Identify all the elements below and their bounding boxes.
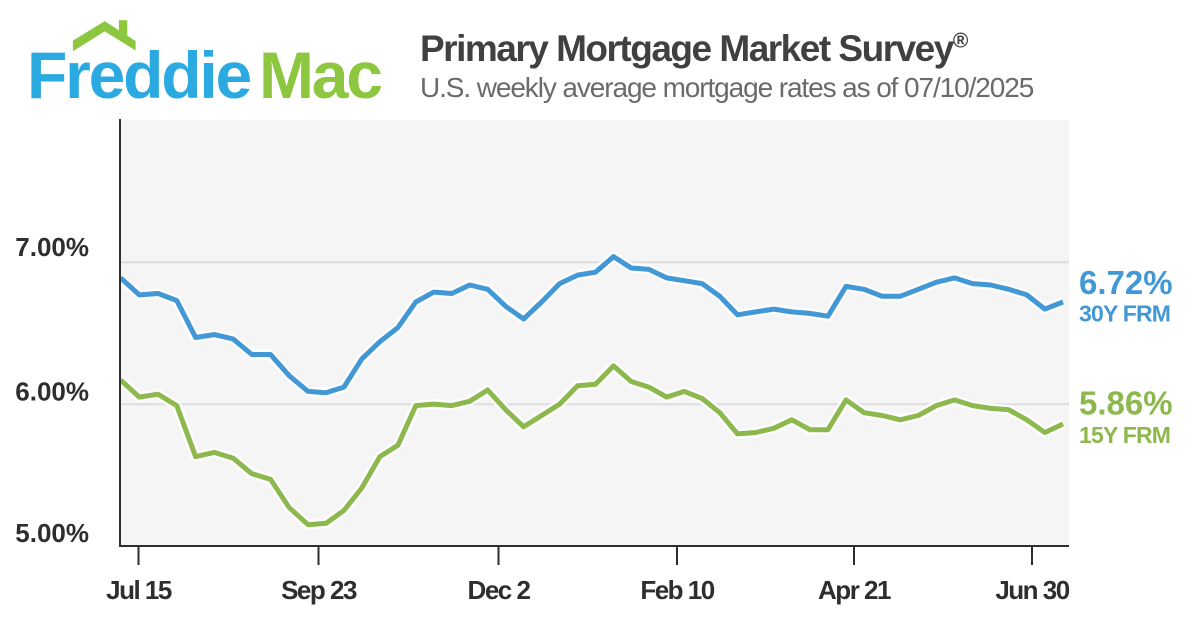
svg-text:Dec 2: Dec 2 <box>468 575 531 605</box>
svg-text:Apr 21: Apr 21 <box>818 575 891 605</box>
svg-text:6.72%: 6.72% <box>1079 264 1173 301</box>
svg-text:7.00%: 7.00% <box>15 232 89 262</box>
svg-text:Jul 15: Jul 15 <box>106 575 172 605</box>
svg-text:15Y FRM: 15Y FRM <box>1079 422 1170 448</box>
svg-text:Sep 23: Sep 23 <box>281 575 357 605</box>
svg-text:Feb 10: Feb 10 <box>640 575 714 605</box>
svg-text:Jun 30: Jun 30 <box>995 575 1069 605</box>
svg-text:6.00%: 6.00% <box>15 377 89 407</box>
svg-text:5.00%: 5.00% <box>15 518 89 548</box>
svg-text:30Y FRM: 30Y FRM <box>1079 301 1170 327</box>
svg-text:5.86%: 5.86% <box>1079 385 1173 422</box>
